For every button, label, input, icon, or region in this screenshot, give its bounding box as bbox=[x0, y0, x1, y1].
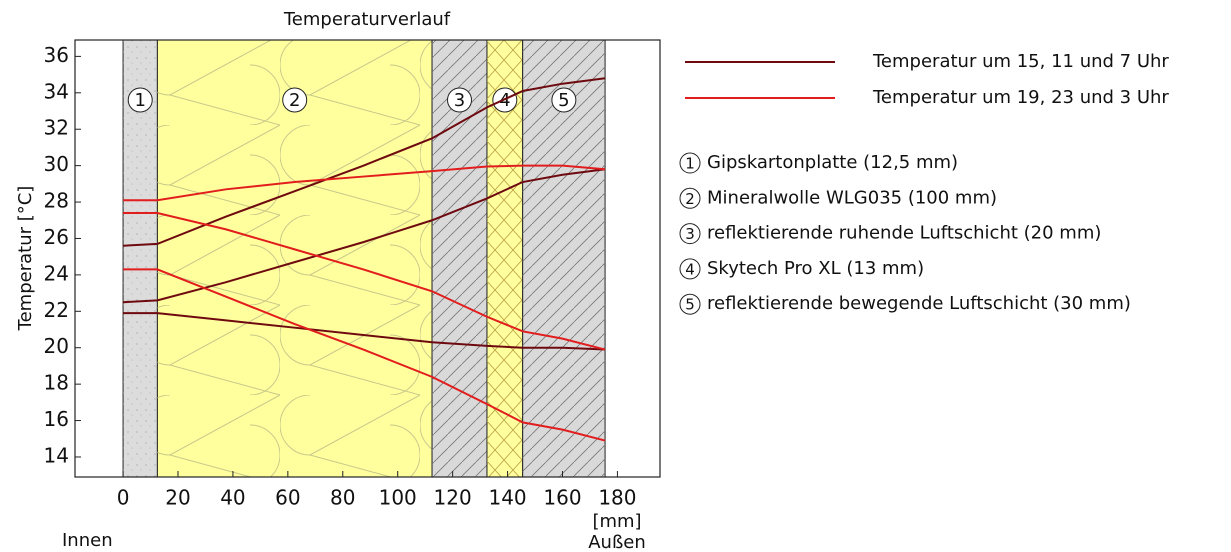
y-tick-label: 16 bbox=[44, 407, 69, 431]
temperature-line bbox=[123, 168, 606, 304]
layer-description: Skytech Pro XL (13 mm) bbox=[707, 258, 924, 279]
layer-pattern bbox=[157, 40, 433, 477]
layer-description: Gipskartonplatte (12,5 mm) bbox=[707, 152, 958, 173]
legend-label: Temperatur um 15, 11 und 7 Uhr bbox=[872, 51, 1169, 72]
x-tick-label: 60 bbox=[275, 486, 300, 510]
layer-badge bbox=[551, 87, 577, 113]
y-tick-label: 20 bbox=[44, 334, 69, 358]
layer-badge bbox=[282, 87, 308, 113]
legend-label: Temperatur um 19, 23 und 3 Uhr bbox=[872, 87, 1169, 108]
layer-number: 3 bbox=[454, 90, 465, 111]
layer-pattern bbox=[522, 40, 606, 477]
y-axis-label: Temperatur [°C] bbox=[15, 186, 36, 332]
legend-number: 2 bbox=[685, 190, 695, 208]
x-tick-label: 160 bbox=[543, 486, 581, 510]
y-tick-label: 26 bbox=[44, 225, 69, 249]
layer-number: 4 bbox=[499, 90, 510, 111]
temperature-line bbox=[123, 164, 606, 202]
layer-badge bbox=[447, 87, 473, 113]
y-tick-label: 14 bbox=[44, 443, 69, 467]
plot-area: 1 2 3 4 5 bbox=[122, 40, 606, 477]
x-tick-label: 80 bbox=[330, 486, 355, 510]
inside-label: Innen bbox=[62, 530, 113, 551]
y-tick-label: 34 bbox=[44, 79, 69, 103]
layer-pattern bbox=[123, 40, 158, 477]
layer-description: Mineralwolle WLG035 (100 mm) bbox=[707, 187, 997, 208]
legend-badge bbox=[679, 258, 701, 280]
temperature-line bbox=[123, 211, 606, 351]
legend-badge bbox=[679, 293, 701, 315]
x-tick-label: 140 bbox=[488, 486, 526, 510]
x-tick-label: 100 bbox=[379, 486, 417, 510]
x-tick-label: 40 bbox=[220, 486, 245, 510]
y-tick-label: 30 bbox=[44, 152, 69, 176]
legend-badge bbox=[679, 223, 701, 245]
legend-number: 5 bbox=[685, 296, 695, 314]
layer-description: reflektierende ruhende Luftschicht (20 m… bbox=[707, 223, 1101, 244]
legend-badge bbox=[679, 152, 701, 174]
y-tick-label: 18 bbox=[44, 371, 69, 395]
x-tick-label: 0 bbox=[117, 486, 130, 510]
x-tick-label: 20 bbox=[165, 486, 190, 510]
y-tick-label: 22 bbox=[44, 298, 69, 322]
x-tick-label: 120 bbox=[434, 486, 472, 510]
legend-number: 1 bbox=[685, 155, 695, 173]
temperature-line bbox=[123, 268, 606, 442]
x-unit-label: [mm] bbox=[592, 511, 641, 532]
temperature-line bbox=[123, 77, 606, 247]
layer-number: 1 bbox=[135, 90, 146, 111]
legend-number: 4 bbox=[685, 260, 695, 278]
layer-number: 5 bbox=[558, 90, 569, 111]
y-tick-label: 24 bbox=[44, 261, 69, 285]
layer-number: 2 bbox=[289, 90, 300, 111]
outside-label: Außen bbox=[588, 532, 646, 552]
legend-badge bbox=[679, 187, 701, 209]
temperature-line bbox=[123, 312, 606, 351]
plot-frame bbox=[74, 39, 661, 478]
y-tick-label: 28 bbox=[44, 189, 69, 213]
y-tick-label: 36 bbox=[44, 43, 69, 67]
layer-description: reflektierende bewegende Luftschicht (30… bbox=[707, 293, 1131, 314]
chart-title: Temperaturverlauf bbox=[283, 9, 451, 30]
y-tick-label: 32 bbox=[44, 116, 69, 140]
layer-badge bbox=[127, 87, 153, 113]
legend-number: 3 bbox=[685, 225, 695, 243]
layer-pattern bbox=[486, 40, 523, 477]
x-tick-label: 180 bbox=[598, 486, 636, 510]
